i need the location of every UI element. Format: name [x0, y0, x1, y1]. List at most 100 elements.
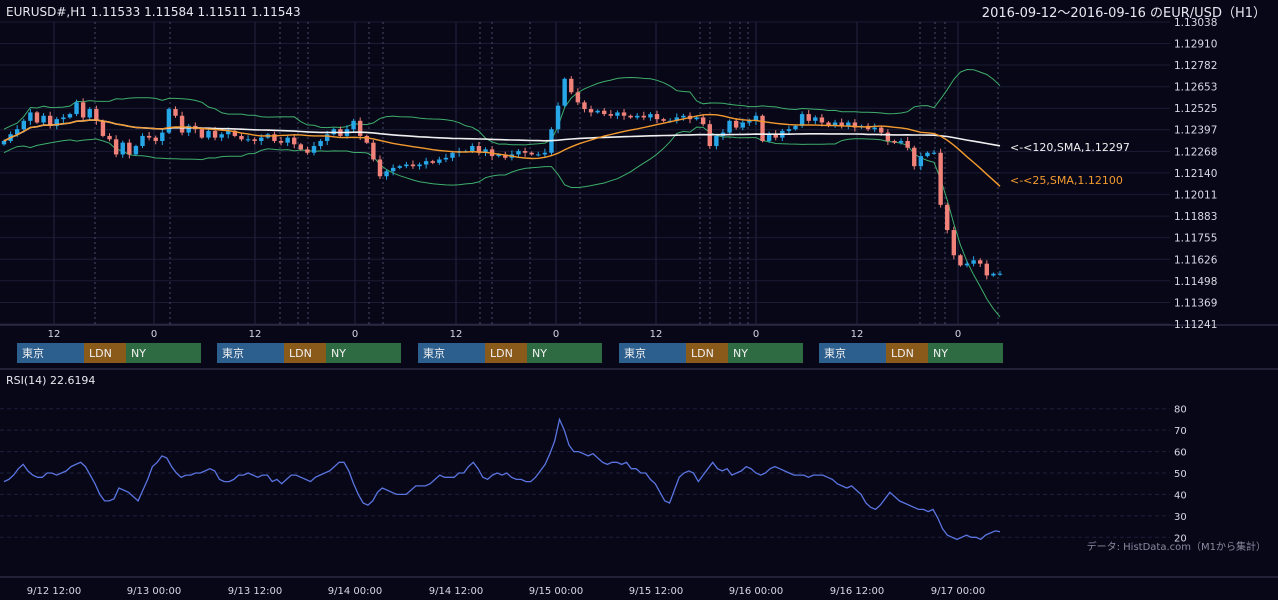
session-label: NY	[733, 347, 748, 360]
candle-body	[179, 115, 185, 133]
candle-body	[232, 130, 238, 136]
price-tick-label: 1.12011	[1174, 190, 1217, 202]
candle-body	[516, 151, 521, 155]
hour-tick-label: 12	[851, 329, 864, 340]
price-grid	[0, 21, 1278, 578]
candle-body	[905, 140, 910, 148]
date-tick-label: 9/12 12:00	[27, 586, 81, 597]
candle-body	[298, 144, 304, 150]
candle-body	[1, 140, 7, 145]
bollinger-upper	[3, 68, 1001, 146]
candle-body	[384, 171, 389, 177]
price-tick-label: 1.11369	[1174, 297, 1217, 309]
session-label: 東京	[22, 346, 44, 360]
candle-body	[113, 139, 119, 155]
candle-body	[826, 122, 831, 126]
candle-body	[555, 105, 561, 130]
session-bars: 東京 LDN NY 東京 LDN NY 東京 LDN NY 東京 LDN NY 東京 LDN NY	[17, 343, 1003, 363]
candle-body	[852, 122, 858, 128]
candle-body	[28, 112, 33, 121]
date-tick-label: 9/13 00:00	[127, 586, 181, 597]
candle-body	[245, 139, 251, 141]
candle-body	[153, 137, 158, 141]
candle-body	[305, 149, 310, 153]
candle-body	[21, 120, 26, 130]
candle-body	[14, 129, 20, 135]
candle-body	[595, 110, 600, 113]
candle-body	[569, 78, 574, 93]
candle-body	[450, 152, 455, 158]
candle-body	[654, 114, 660, 120]
candle-body	[94, 109, 99, 121]
candle-body	[390, 167, 396, 172]
session-ny	[527, 343, 602, 363]
rsi-panel: 80 70 60 50 40 30 20	[0, 405, 1187, 544]
price-axis: 1.13038 1.12910 1.12782 1.12653 1.12525 1.123…	[1174, 17, 1218, 331]
candle-body	[832, 122, 838, 126]
candle-body	[786, 129, 792, 131]
candle-body	[239, 135, 244, 140]
bollinger-lower	[3, 126, 1001, 318]
candle-body	[199, 129, 205, 138]
candle-body	[951, 230, 957, 256]
candle-body	[173, 109, 178, 116]
session-ny	[928, 343, 1003, 363]
price-tick-label: 1.12782	[1174, 60, 1217, 72]
price-tick-label: 1.12653	[1174, 82, 1217, 94]
candle-body	[575, 92, 581, 103]
candle-body	[186, 125, 191, 133]
candle-body	[958, 255, 963, 266]
session-label: NY	[532, 347, 547, 360]
candle-body	[892, 140, 897, 143]
candle-body	[773, 134, 778, 138]
candle-body	[166, 109, 172, 133]
candle-body	[74, 102, 79, 115]
candle-body	[54, 119, 59, 126]
candle-body	[397, 166, 402, 168]
moving-averages	[3, 113, 1001, 187]
price-tick-label: 1.11626	[1174, 254, 1218, 266]
candle-body	[259, 137, 264, 141]
candle-body	[879, 127, 884, 133]
candle-body	[483, 149, 488, 153]
price-tick-label: 1.13038	[1174, 17, 1217, 29]
candle-body	[681, 115, 686, 118]
session-label: LDN	[691, 347, 714, 360]
hour-tick-label: 12	[249, 329, 262, 340]
hour-tick-label: 12	[450, 329, 463, 340]
candle-body	[733, 120, 739, 128]
candle-body	[562, 78, 567, 106]
candle-body	[542, 152, 548, 155]
candle-body	[648, 114, 653, 118]
candle-body	[984, 263, 990, 276]
session-london	[284, 343, 326, 363]
session-label: 東京	[624, 346, 646, 360]
candle-body	[536, 154, 541, 156]
symbol-info: EURUSD#,H1 1.11533 1.11584 1.11511 1.115…	[6, 5, 301, 19]
candle-body	[133, 146, 139, 155]
candle-body	[846, 122, 851, 126]
date-tick-label: 9/13 12:00	[228, 586, 282, 597]
price-tick-label: 1.12525	[1174, 103, 1217, 115]
candle-body	[311, 146, 317, 153]
candle-body	[628, 115, 633, 118]
candle-body	[377, 159, 383, 177]
candle-body	[806, 114, 811, 121]
candle-body	[278, 140, 284, 143]
rsi-tick-label: 20	[1174, 533, 1187, 544]
session-tokyo	[217, 343, 284, 363]
candle-body	[47, 115, 53, 126]
candle-body	[430, 161, 435, 163]
candle-body	[918, 156, 924, 167]
hour-gridlines	[53, 22, 999, 325]
candle-body	[318, 140, 323, 147]
candle-body	[80, 102, 86, 118]
price-tick-label: 1.11241	[1174, 319, 1217, 331]
hour-tick-label: 0	[151, 329, 157, 340]
candle-body	[885, 132, 891, 141]
candle-body	[34, 112, 40, 123]
hour-tick-label: 12	[650, 329, 663, 340]
date-tick-label: 9/16 12:00	[830, 586, 884, 597]
session-label: 東京	[824, 346, 846, 360]
